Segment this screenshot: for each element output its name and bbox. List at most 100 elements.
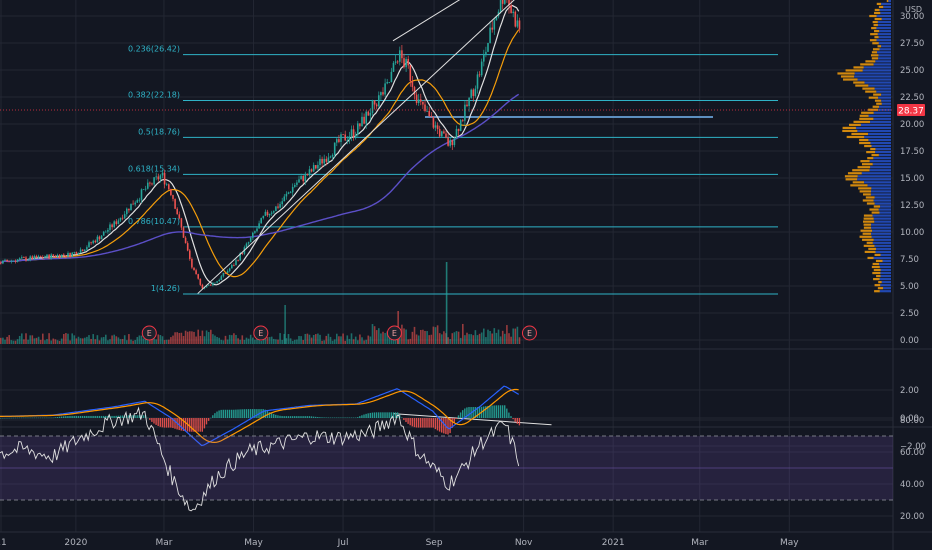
candle-body — [123, 214, 126, 219]
macd-axis-label: 2.00 — [900, 386, 919, 396]
macd-histogram-bar — [287, 416, 290, 418]
candle-body — [159, 175, 162, 180]
candle-body — [247, 242, 250, 244]
macd-histogram-bar — [81, 415, 84, 418]
macd-histogram-bar — [321, 417, 323, 418]
macd-histogram-bar — [489, 405, 491, 418]
candle-body — [453, 138, 456, 146]
candle-body — [8, 261, 10, 263]
volume-bar — [128, 334, 130, 344]
candle-body — [12, 260, 15, 262]
candle-body — [121, 217, 124, 219]
candle-body — [96, 236, 99, 243]
volume-profile-bar-buy — [870, 166, 891, 169]
time-axis-label: Sep — [426, 538, 443, 548]
macd-histogram-bar — [184, 418, 187, 432]
candle-body — [151, 183, 153, 185]
candle-body — [275, 206, 277, 212]
volume-profile-bar-sell — [869, 14, 877, 18]
macd-histogram-bar — [336, 417, 338, 419]
candle-body — [483, 54, 485, 62]
volume-bar — [411, 331, 414, 344]
candle-body — [4, 259, 6, 261]
candle-body — [25, 257, 27, 261]
volume-profile-bar-buy — [871, 187, 891, 190]
macd-histogram-bar — [342, 417, 344, 419]
macd-histogram-bar — [189, 418, 191, 432]
volume-profile-bar-sell — [850, 184, 868, 187]
volume-profile — [837, 0, 891, 293]
candle-body — [117, 220, 120, 225]
volume-profile-bar-sell — [842, 129, 858, 133]
macd-histogram-bar — [174, 418, 176, 429]
volume-bar — [165, 339, 168, 344]
volume-profile-bar-buy — [871, 144, 891, 148]
volume-bar — [245, 337, 248, 344]
volume-bar — [180, 332, 183, 344]
candle-body — [363, 116, 365, 124]
macd-histogram-bar — [155, 418, 157, 425]
volume-bar — [283, 333, 286, 344]
volume-bar — [149, 338, 151, 344]
candle-body — [249, 237, 252, 243]
macd-histogram-bar — [359, 416, 361, 418]
candle-body — [352, 129, 355, 137]
macd-histogram-bar — [285, 416, 287, 418]
macd-histogram-bar — [436, 418, 439, 431]
volume-profile-bar-buy — [868, 114, 891, 117]
macd-histogram-bar — [151, 418, 153, 422]
macd-histogram-bar — [67, 416, 69, 418]
candle-body — [518, 20, 521, 30]
candle-body — [489, 27, 491, 43]
candle-body — [184, 237, 187, 244]
volume-profile-bar-buy — [868, 138, 891, 142]
macd-histogram-bar — [279, 415, 281, 418]
volume-profile-bar-sell — [873, 268, 881, 272]
macd-histogram-bar — [27, 417, 29, 419]
macd-histogram-bar — [329, 417, 332, 419]
candle-body — [0, 262, 2, 264]
candle-body — [443, 131, 445, 134]
time-axis-label: Mar — [691, 538, 708, 548]
earnings-marker-circle — [253, 325, 269, 341]
macd-histogram-bar — [107, 415, 109, 418]
volume-bar — [424, 330, 426, 344]
volume-profile-bar-buy — [880, 11, 891, 15]
earnings-markers[interactable]: EEEEE — [0, 325, 537, 341]
volume-bar — [189, 331, 191, 344]
candle-body — [438, 129, 441, 137]
volume-bar — [176, 332, 178, 344]
candle-body — [401, 50, 403, 59]
volume-bar — [39, 339, 42, 344]
macd-histogram-bar — [380, 412, 382, 418]
rsi-axis-label: 40.00 — [900, 480, 924, 490]
volume-bar — [451, 333, 454, 344]
volume-bar — [363, 340, 365, 344]
trend-lines[interactable] — [197, 0, 558, 426]
candle-body — [262, 215, 265, 219]
fibonacci-retracement[interactable]: 0(33.27)0.236(26.42)0.382(22.18)0.5(18.7… — [128, 0, 778, 295]
volume-bar — [161, 336, 164, 344]
macd-histogram-bar — [369, 412, 371, 418]
volume-profile-bar-sell — [875, 259, 883, 263]
macd-histogram-bar — [508, 412, 510, 418]
candle-body — [186, 243, 189, 251]
volume-bar — [373, 326, 376, 344]
candle-body — [33, 255, 36, 260]
volume-bar — [42, 333, 44, 344]
macd-histogram-bar — [409, 418, 411, 426]
macd-histogram-bar — [273, 414, 275, 418]
volume-profile-bar-sell — [857, 166, 871, 169]
macd-histogram-bar — [90, 415, 92, 418]
macd-histogram-bar — [491, 405, 493, 418]
volume-bar — [275, 339, 277, 344]
candle-body — [69, 252, 71, 257]
volume-bar — [443, 331, 445, 344]
macd-histogram-bar — [296, 416, 298, 418]
candle-body — [302, 176, 304, 182]
volume-profile-bar-buy — [872, 214, 891, 217]
candle-body — [94, 240, 97, 243]
candle-body — [252, 232, 254, 238]
volume-bar — [157, 334, 160, 344]
